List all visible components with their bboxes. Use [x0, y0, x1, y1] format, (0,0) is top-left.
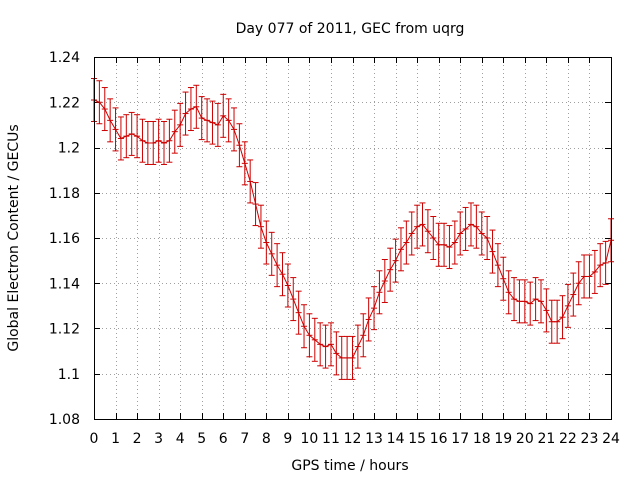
x-tick-label: 13 — [365, 431, 383, 447]
x-axis-label: GPS time / hours — [291, 458, 408, 474]
chart-title: Day 077 of 2011, GEC from uqrg — [236, 21, 465, 37]
y-tick-label: 1.1 — [58, 367, 80, 383]
x-tick-label: 22 — [559, 431, 577, 447]
x-tick-label: 6 — [219, 431, 228, 447]
x-tick-label: 7 — [240, 431, 249, 447]
plot-frame — [94, 57, 612, 420]
x-tick-label: 4 — [176, 431, 185, 447]
x-tick-label: 23 — [581, 431, 599, 447]
axis-ticks: 0 1 2 3 4 5 6 7 8 9 10 11 12 13 14 15 16 17 18 19 20 21 22 23 24… — [49, 50, 620, 447]
y-axis-label: Global Electron Content / GECUs — [6, 124, 22, 351]
x-tick-label: 21 — [537, 431, 555, 447]
x-tick-label: 16 — [430, 431, 448, 447]
data-series — [91, 77, 614, 380]
x-tick-label: 2 — [133, 431, 142, 447]
x-tick-label: 20 — [516, 431, 534, 447]
y-tick-label: 1.18 — [49, 186, 80, 202]
y-tick-label: 1.2 — [58, 141, 80, 157]
x-tick-label: 10 — [301, 431, 319, 447]
y-tick-label: 1.12 — [49, 322, 80, 338]
x-tick-label: 0 — [90, 431, 99, 447]
x-tick-label: 18 — [473, 431, 491, 447]
x-tick-label: 11 — [322, 431, 340, 447]
x-tick-label: 1 — [111, 431, 120, 447]
y-tick-label: 1.08 — [49, 412, 80, 428]
y-tick-label: 1.24 — [49, 50, 80, 66]
x-tick-label: 12 — [344, 431, 362, 447]
x-tick-label: 3 — [154, 431, 163, 447]
y-tick-label: 1.22 — [49, 95, 80, 111]
series-line — [93, 99, 612, 359]
x-tick-label: 8 — [262, 431, 271, 447]
x-tick-label: 14 — [387, 431, 405, 447]
x-tick-label: 24 — [602, 431, 620, 447]
x-tick-label: 5 — [197, 431, 206, 447]
x-tick-label: 17 — [451, 431, 469, 447]
x-tick-label: 15 — [408, 431, 426, 447]
y-tick-label: 1.14 — [49, 276, 80, 292]
x-tick-label: 19 — [494, 431, 512, 447]
y-tick-label: 1.16 — [49, 231, 80, 247]
x-tick-label: 9 — [283, 431, 292, 447]
